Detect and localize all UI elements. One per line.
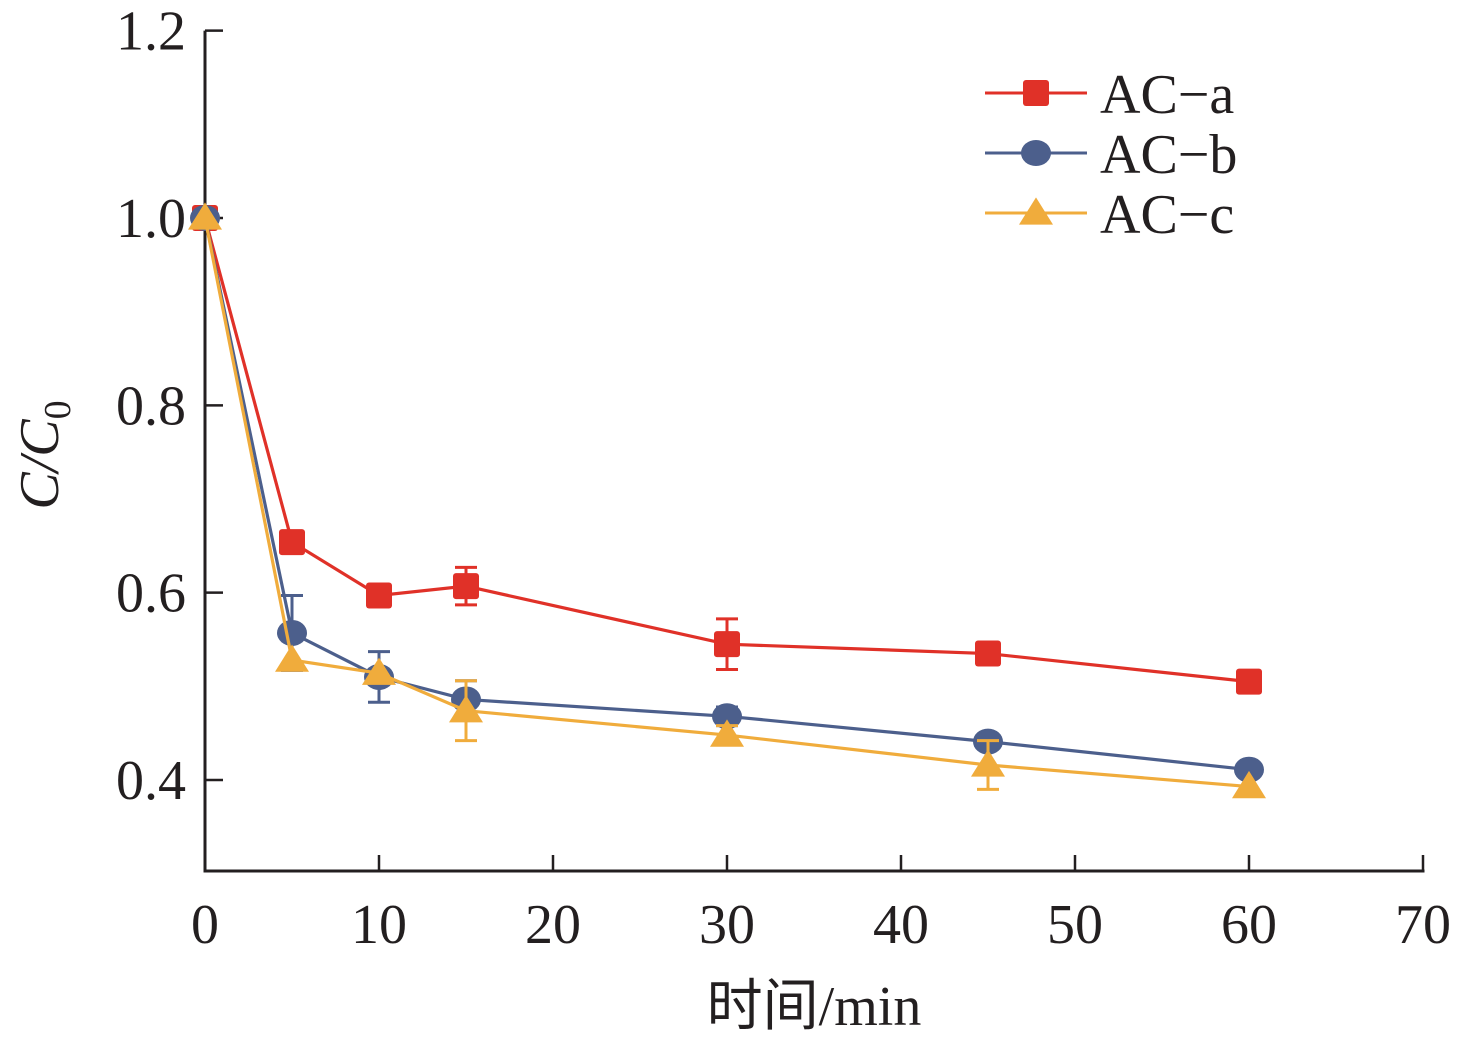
- data-point: [449, 695, 483, 723]
- legend-marker-square: [1023, 80, 1049, 106]
- series-line: [203, 217, 1250, 789]
- data-point: [710, 719, 744, 747]
- series-layer: [188, 202, 1266, 799]
- x-tick-label: 10: [351, 894, 407, 956]
- legend-marker-circle: [1021, 140, 1051, 166]
- data-point: [366, 582, 392, 609]
- data-point: [1232, 770, 1266, 799]
- legend-label: AC−b: [1100, 124, 1237, 186]
- data-point: [712, 703, 742, 730]
- axes: [203, 30, 1425, 873]
- series-line: [203, 217, 1250, 772]
- x-tick-label: 40: [873, 894, 929, 956]
- data-point: [453, 573, 479, 600]
- y-ticks: 0.4 0.6 0.8 1.0 1.2: [116, 1, 223, 812]
- y-axis-title: C/C0: [9, 400, 79, 509]
- x-tick-label: 20: [525, 894, 581, 956]
- y-tick-label: 1.2: [116, 1, 186, 63]
- series-line: [203, 217, 1250, 684]
- legend-item: AC−a: [985, 64, 1234, 126]
- x-tick-label: 30: [699, 894, 755, 956]
- data-point: [971, 749, 1005, 777]
- x-tick-label: 50: [1047, 894, 1103, 956]
- x-axis-title: 时间/min: [707, 976, 922, 1038]
- legend-label: AC−a: [1100, 64, 1234, 126]
- y-axis-title-sub: 0: [37, 400, 79, 419]
- data-point: [714, 631, 740, 658]
- data-point: [362, 657, 396, 685]
- y-tick-label: 0.4: [116, 750, 186, 812]
- legend-label: AC−c: [1100, 184, 1234, 246]
- series-triangle: [188, 202, 1266, 799]
- data-point: [1236, 668, 1262, 695]
- y-tick-label: 1.0: [116, 188, 186, 250]
- data-point: [975, 640, 1001, 667]
- x-tick-label: 70: [1395, 894, 1451, 956]
- x-ticks: 0 10 20 30 40 50 60 70: [191, 855, 1451, 956]
- x-tick-label: 0: [191, 894, 219, 956]
- svg-text:C/C0: C/C0: [9, 400, 79, 509]
- y-tick-label: 0.6: [116, 563, 186, 625]
- legend-marker-triangle: [1019, 197, 1053, 225]
- series-square: [192, 205, 1262, 695]
- y-tick-label: 0.8: [116, 375, 186, 437]
- data-point: [1234, 756, 1264, 783]
- data-point: [277, 619, 307, 646]
- series-circle: [190, 205, 1264, 783]
- data-point: [188, 202, 222, 230]
- legend-item: AC−b: [985, 124, 1237, 186]
- x-tick-label: 60: [1221, 894, 1277, 956]
- y-axis-title-main: C/C: [9, 419, 71, 510]
- legend-item: AC−c: [985, 184, 1234, 246]
- legend: AC−aAC−bAC−c: [985, 64, 1237, 246]
- data-point: [275, 644, 309, 672]
- data-point: [279, 529, 305, 556]
